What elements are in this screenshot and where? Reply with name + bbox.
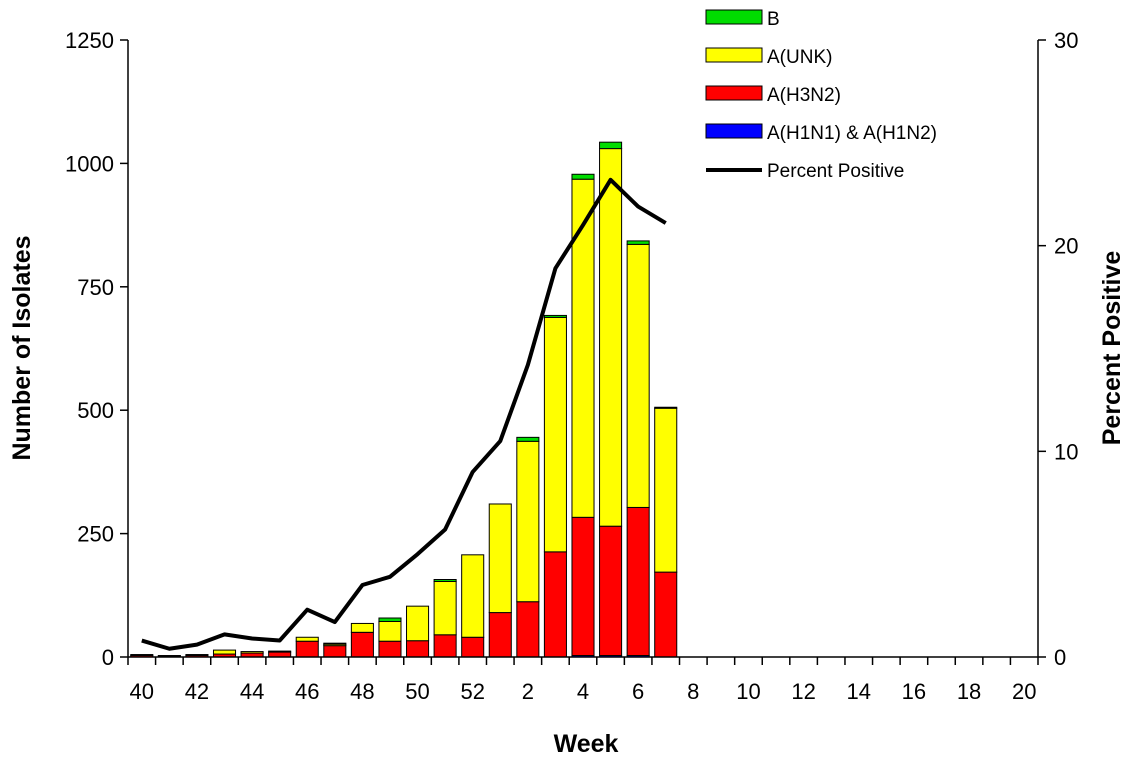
x-tick-label: 2 xyxy=(522,679,534,704)
bar-segment xyxy=(654,406,678,409)
bar-segment xyxy=(516,601,540,658)
bar-segment xyxy=(433,634,457,658)
x-tick-label: 44 xyxy=(240,679,264,704)
bar-segment xyxy=(240,651,264,654)
bar-segment xyxy=(157,655,181,657)
x-tick-label: 4 xyxy=(577,679,589,704)
legend-label: A(H1N1) & A(H1N2) xyxy=(767,123,937,144)
bar-segment xyxy=(571,516,595,657)
x-tick-label: 18 xyxy=(957,679,981,704)
bar-segment xyxy=(433,579,457,582)
bar-segment xyxy=(488,503,512,614)
x-tick-label: 50 xyxy=(405,679,429,704)
legend-label: A(H3N2) xyxy=(767,85,841,106)
bar-segment xyxy=(268,650,292,653)
x-tick-label: 8 xyxy=(687,679,699,704)
legend-label: A(UNK) xyxy=(767,47,832,68)
bar-segment xyxy=(323,642,347,645)
legend-label: Percent Positive xyxy=(767,161,904,182)
bar-segment xyxy=(378,617,402,622)
y-tick-label: 1000 xyxy=(65,151,114,176)
x-tick-label: 48 xyxy=(350,679,374,704)
legend: B A(UNK) A(H3N2) A(H1N1) & A(H1N2) Percent P… xyxy=(705,9,937,182)
x-tick-label: 14 xyxy=(847,679,871,704)
bar-segment xyxy=(350,631,374,658)
bar-segment xyxy=(543,314,567,318)
x-tick-label: 20 xyxy=(1012,679,1036,704)
bar-segment xyxy=(599,525,623,657)
bar-segment xyxy=(543,316,567,553)
y2-tick-label: 0 xyxy=(1054,645,1066,670)
bar-segment xyxy=(406,640,430,658)
x-tick-label: 46 xyxy=(295,679,319,704)
x-tick-label: 40 xyxy=(130,679,154,704)
bar-segment xyxy=(571,178,595,518)
bar-segment xyxy=(626,243,650,508)
x-tick-label: 52 xyxy=(460,679,484,704)
y-axis-title: Number of Isolates xyxy=(8,235,36,460)
bar-segment xyxy=(599,141,623,150)
x-tick-label: 42 xyxy=(185,679,209,704)
y-tick-label: 500 xyxy=(77,398,114,423)
y-tick-label: 0 xyxy=(102,645,114,670)
bar-segment xyxy=(461,636,485,658)
y2-axis-title: Percent Positive xyxy=(1098,251,1126,446)
bar-segment xyxy=(488,612,512,658)
bar-segment xyxy=(516,436,540,442)
legend-swatch xyxy=(705,47,763,63)
y-tick-label: 250 xyxy=(77,522,114,547)
x-tick-label: 10 xyxy=(736,679,760,704)
bar-segment xyxy=(378,620,402,642)
bar-segment xyxy=(378,640,402,658)
legend-swatch xyxy=(705,123,763,139)
bar-segment xyxy=(212,649,237,655)
bar-segment xyxy=(433,580,457,636)
x-tick-label: 16 xyxy=(902,679,926,704)
percent-positive-line-layer xyxy=(141,177,667,651)
x-axis-title: Week xyxy=(554,730,619,758)
legend-label: B xyxy=(767,9,780,30)
bar-segment xyxy=(571,173,595,180)
bar-segment xyxy=(323,645,347,658)
bar-layer xyxy=(130,141,678,658)
y-tick-label: 750 xyxy=(77,275,114,300)
bar-segment xyxy=(599,148,623,527)
y2-tick-label: 30 xyxy=(1054,28,1078,53)
bar-segment xyxy=(516,440,540,603)
bar-segment xyxy=(295,636,319,642)
bar-segment xyxy=(543,551,567,658)
y2-tick-label: 20 xyxy=(1054,234,1078,259)
bar-segment xyxy=(406,605,430,642)
y-tick-label: 1250 xyxy=(65,28,114,53)
legend-swatch xyxy=(705,85,763,101)
percent-positive-line xyxy=(141,177,667,651)
legend-swatch xyxy=(705,9,763,25)
bar-segment xyxy=(626,240,650,245)
bar-segment xyxy=(626,506,650,657)
bar-segment xyxy=(654,571,678,658)
bar-segment xyxy=(461,554,485,638)
bar-segment xyxy=(130,654,154,657)
bar-segment xyxy=(295,640,319,658)
x-tick-label: 6 xyxy=(632,679,644,704)
bar-segment xyxy=(350,622,374,633)
x-tick-label: 12 xyxy=(791,679,815,704)
y2-tick-label: 10 xyxy=(1054,439,1078,464)
bar-segment xyxy=(654,407,678,573)
bar-segment xyxy=(185,654,209,657)
